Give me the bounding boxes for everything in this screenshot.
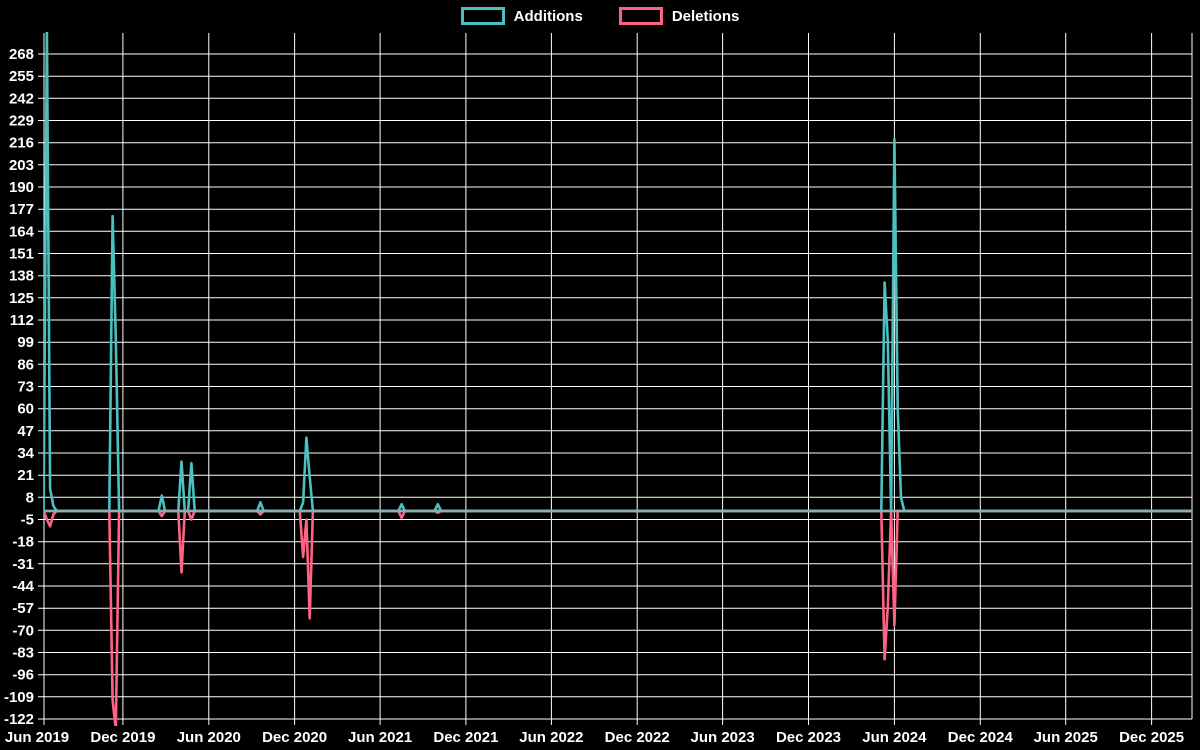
y-tick-label: 255 <box>9 68 34 85</box>
x-tick-label: Dec 2023 <box>776 729 841 746</box>
x-tick-label: Jun 2021 <box>348 729 412 746</box>
x-tick-label: Dec 2022 <box>605 729 670 746</box>
deletions-swatch-icon <box>618 7 663 25</box>
y-tick-label: -5 <box>21 512 34 529</box>
y-tick-label: 125 <box>9 290 34 307</box>
y-tick-label: -57 <box>12 600 34 617</box>
x-tick-label: Jun 2022 <box>519 729 583 746</box>
x-tick-label: Dec 2024 <box>948 729 1014 746</box>
x-tick-label: Jun 2019 <box>5 729 69 746</box>
y-tick-label: 34 <box>17 445 34 462</box>
y-tick-label: 268 <box>9 46 34 63</box>
x-tick-label: Jun 2024 <box>862 729 927 746</box>
y-tick-label: -70 <box>12 622 34 639</box>
y-tick-label: 60 <box>17 401 34 418</box>
legend-item-additions[interactable]: Additions <box>460 7 583 25</box>
x-tick-label: Jun 2020 <box>177 729 241 746</box>
x-tick-label: Dec 2021 <box>433 729 498 746</box>
y-tick-label: -96 <box>12 667 34 684</box>
y-tick-label: -122 <box>4 711 34 728</box>
y-tick-label: -109 <box>4 689 34 706</box>
y-tick-label: -18 <box>12 534 34 551</box>
x-tick-label: Jun 2023 <box>690 729 754 746</box>
y-tick-label: 164 <box>9 223 35 240</box>
y-tick-label: 138 <box>9 268 34 285</box>
y-tick-label: 151 <box>9 246 34 263</box>
deletions-legend-label: Deletions <box>671 7 740 25</box>
y-tick-label: 203 <box>9 157 34 174</box>
y-tick-label: 190 <box>9 179 34 196</box>
additions-swatch-icon <box>460 7 505 25</box>
y-tick-label: 8 <box>26 489 34 506</box>
y-gridlines-and-labels: 268 255 242 229 216 203 190 177 164 151 138 125 112 9… <box>4 46 1192 728</box>
y-tick-label: 47 <box>17 423 34 440</box>
chart-legend: Additions Deletions <box>0 7 1200 25</box>
y-tick-label: 242 <box>9 90 34 107</box>
y-tick-label: 229 <box>9 113 34 130</box>
legend-item-deletions[interactable]: Deletions <box>618 7 740 25</box>
additions-legend-label: Additions <box>513 7 583 25</box>
y-tick-label: 177 <box>9 201 34 218</box>
y-tick-label: 112 <box>10 312 34 329</box>
y-tick-label: 73 <box>17 379 34 396</box>
y-tick-label: 86 <box>17 356 34 373</box>
y-tick-label: -83 <box>12 645 34 662</box>
x-tick-label: Dec 2025 <box>1119 729 1184 746</box>
y-tick-label: 99 <box>17 334 34 351</box>
x-tick-label: Dec 2019 <box>90 729 155 746</box>
y-tick-label: 21 <box>17 467 34 484</box>
additions-line <box>44 32 1192 513</box>
y-tick-label: -44 <box>12 578 34 595</box>
y-tick-label: 216 <box>9 135 34 152</box>
x-gridlines-and-labels: Jun 2019 Dec 2019 Jun 2020 Dec 2020 Jun 2021… <box>5 33 1193 746</box>
x-tick-label: Jun 2025 <box>1034 729 1098 746</box>
y-tick-label: -31 <box>12 556 34 573</box>
x-tick-label: Dec 2020 <box>262 729 327 746</box>
